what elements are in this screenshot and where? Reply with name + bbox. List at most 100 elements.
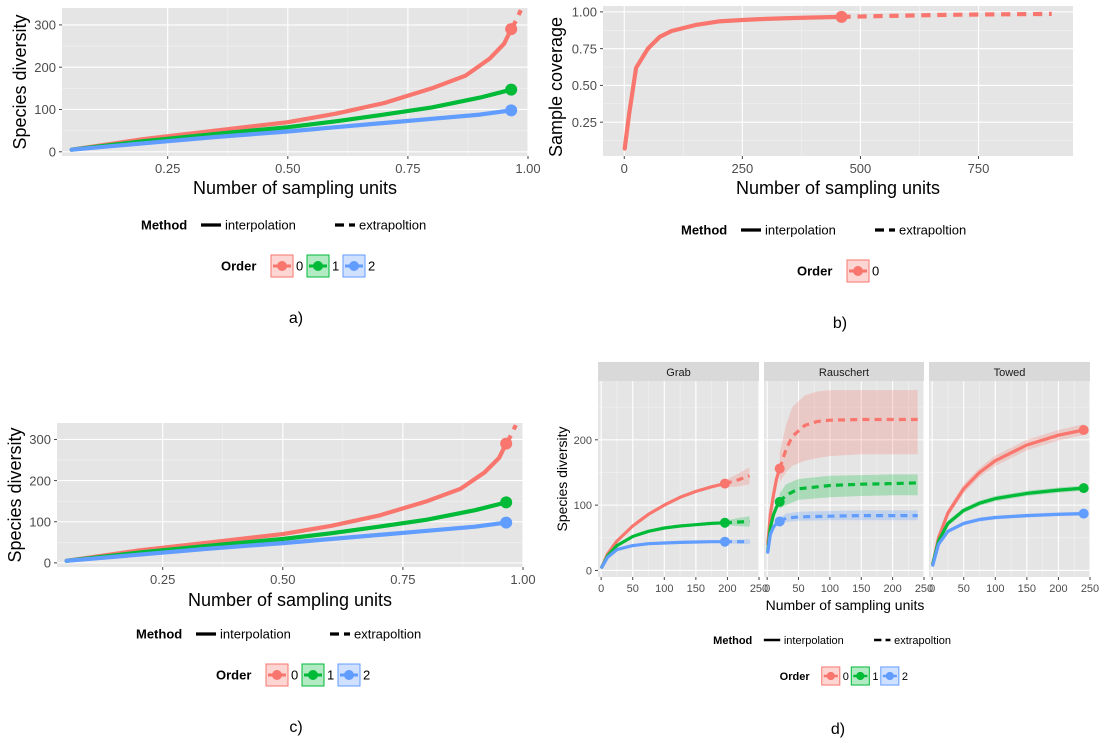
y-tick-label: 300 bbox=[34, 18, 56, 33]
y-tick-label: 200 bbox=[574, 435, 592, 447]
extrapolation-line bbox=[841, 11, 1052, 19]
plot-panel bbox=[929, 381, 1090, 577]
observed-point bbox=[719, 536, 730, 547]
facet-strip-label: Grab bbox=[666, 367, 690, 379]
order-legend-title: Order bbox=[216, 668, 251, 683]
x-axis-label: Number of sampling units bbox=[188, 590, 392, 610]
observed-point bbox=[774, 463, 785, 474]
order-legend: Order 0 1 2 bbox=[221, 254, 375, 278]
facet-strip bbox=[598, 362, 759, 381]
order-legend: Order 0 1 2 bbox=[216, 663, 370, 687]
interpolation-line bbox=[600, 521, 727, 569]
method-item-label: interpolation bbox=[784, 635, 844, 647]
y-tick-label: 0 bbox=[49, 144, 56, 159]
x-tick-label: 500 bbox=[850, 161, 872, 176]
series-order-0 bbox=[69, 9, 523, 152]
order-key-1: 1 bbox=[306, 254, 339, 278]
confidence-band bbox=[932, 424, 1084, 566]
order-key-0: 0 bbox=[846, 259, 879, 283]
x-tick-label: 200 bbox=[1049, 583, 1067, 595]
series-order-2 bbox=[600, 536, 750, 569]
interpolation-line bbox=[622, 14, 844, 151]
method-item-label: extrapoltion bbox=[354, 627, 421, 642]
x-tick-label: 250 bbox=[731, 161, 753, 176]
legend: Method interpolation extrapoltion Order 0 1 2 bbox=[713, 635, 951, 686]
observed-point bbox=[505, 104, 518, 117]
x-tick-label: 0 bbox=[929, 583, 935, 595]
order-key-0: 0 bbox=[270, 254, 303, 278]
series-order-2 bbox=[931, 508, 1089, 567]
axis-ticks: 0 100 200 300 bbox=[29, 432, 57, 571]
order-key-point bbox=[853, 266, 863, 276]
y-tick-label: 0 bbox=[44, 556, 51, 571]
order-key-2: 2 bbox=[337, 663, 370, 687]
observed-point bbox=[719, 478, 730, 489]
order-key-2: 2 bbox=[342, 254, 375, 278]
y-tick-label: 0.50 bbox=[572, 78, 597, 93]
method-item-label: extrapoltion bbox=[359, 218, 426, 233]
extrapolation-line bbox=[778, 417, 918, 470]
order-legend-title: Order bbox=[780, 671, 811, 683]
method-legend-title: Method bbox=[681, 223, 727, 238]
observed-point bbox=[774, 516, 785, 527]
y-tick-label: 100 bbox=[574, 500, 592, 512]
x-tick-label: 1.00 bbox=[515, 161, 540, 176]
x-axis-label: Number of sampling units bbox=[736, 178, 940, 198]
panel-caption: b) bbox=[833, 315, 847, 332]
order-key-label: 2 bbox=[363, 668, 370, 683]
method-legend: Method interpolation extrapoltion bbox=[681, 223, 966, 238]
order-key-1: 1 bbox=[301, 663, 334, 687]
series-order-2 bbox=[766, 510, 918, 554]
confidence-band bbox=[779, 510, 918, 525]
x-tick-label: 150 bbox=[852, 583, 870, 595]
x-tick-label: 750 bbox=[968, 161, 990, 176]
interpolation-line bbox=[64, 500, 509, 563]
order-key-0: 0 bbox=[821, 666, 849, 686]
observed-point bbox=[774, 496, 785, 507]
x-tick-label: 0.25 bbox=[155, 161, 180, 176]
plot-panel bbox=[603, 6, 1073, 156]
panel-caption: a) bbox=[289, 310, 303, 327]
series-order-2 bbox=[69, 104, 518, 152]
x-tick-label: 0 bbox=[598, 583, 604, 595]
observed-point bbox=[500, 496, 513, 509]
x-tick-label: 100 bbox=[986, 583, 1004, 595]
x-tick-label: 0 bbox=[764, 583, 770, 595]
interpolation-line bbox=[69, 87, 514, 152]
series-order-1 bbox=[766, 474, 918, 553]
order-key-label: 2 bbox=[902, 671, 908, 683]
x-axis-label: Number of sampling units bbox=[193, 178, 397, 198]
observed-point bbox=[835, 10, 848, 23]
x-tick-label: 50 bbox=[958, 583, 970, 595]
x-tick-label: 1.00 bbox=[510, 572, 535, 587]
series-order-1 bbox=[600, 516, 750, 569]
interpolation-line bbox=[600, 482, 727, 569]
x-tick-label: 0.50 bbox=[270, 572, 295, 587]
x-tick-label: 0.75 bbox=[395, 161, 420, 176]
y-tick-label: 100 bbox=[29, 514, 51, 529]
x-tick-label: 200 bbox=[883, 583, 901, 595]
x-tick-label: 250 bbox=[750, 583, 768, 595]
observed-point bbox=[500, 516, 513, 529]
series-order-1 bbox=[64, 496, 513, 563]
order-key-2: 2 bbox=[880, 666, 908, 686]
order-key-point bbox=[308, 670, 318, 680]
method-item-label: extrapoltion bbox=[894, 635, 951, 647]
y-tick-label: 200 bbox=[34, 60, 56, 75]
order-key-point bbox=[272, 670, 282, 680]
order-key-point bbox=[313, 261, 323, 271]
method-legend: Method interpolation extrapoltion bbox=[141, 218, 426, 233]
method-legend-title: Method bbox=[713, 635, 752, 647]
confidence-band bbox=[932, 485, 1084, 566]
interpolation-line bbox=[64, 441, 509, 563]
observed-point bbox=[719, 517, 730, 528]
y-tick-label: 0 bbox=[586, 565, 592, 577]
method-item-label: extrapoltion bbox=[899, 223, 966, 238]
observed-point bbox=[1078, 483, 1089, 494]
order-key-label: 0 bbox=[291, 668, 298, 683]
observed-point bbox=[1078, 425, 1089, 435]
plot-panel bbox=[62, 8, 528, 156]
series-order-0 bbox=[622, 10, 1052, 151]
